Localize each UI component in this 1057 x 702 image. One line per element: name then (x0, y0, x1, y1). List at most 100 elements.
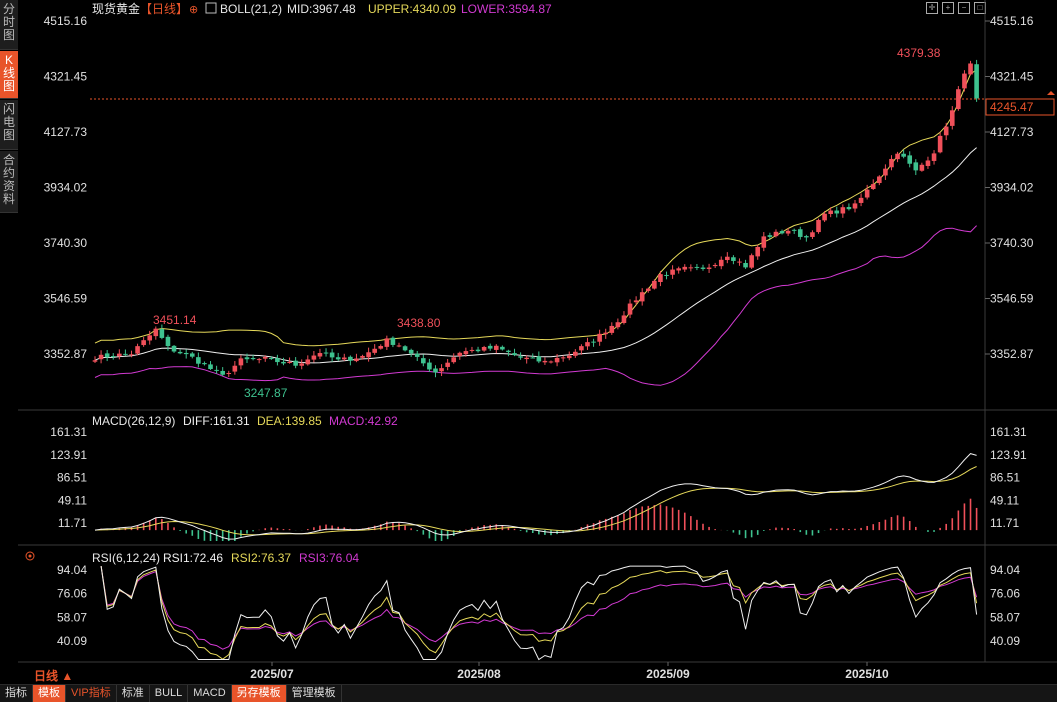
rsi-axis: 94.04 94.04 76.06 76.06 58.07 58.07 40.09 40.09 (57, 563, 1020, 648)
annotation-high-1: 3451.14 (153, 313, 197, 327)
candle-body (633, 300, 639, 303)
x-tick-label: 2025/10 (845, 667, 889, 681)
candle-body (682, 266, 688, 270)
candle-body (609, 325, 615, 333)
candle-body (196, 357, 201, 364)
candle-body (858, 197, 864, 203)
candle-body (123, 353, 128, 355)
tab-timeshare[interactable]: 分时图 (0, 0, 18, 50)
candle-body (293, 360, 298, 366)
candle-body (384, 338, 390, 347)
candle-body (712, 264, 718, 267)
candle-body (524, 357, 529, 360)
candle-body (554, 357, 560, 363)
boll-mid-label: MID:3967.48 (287, 2, 356, 16)
rsi-label: RSI(6,12,24) (92, 551, 160, 565)
macd-tick-label-left: 123.91 (50, 448, 87, 462)
candle-body (141, 340, 146, 346)
candle-body (104, 353, 110, 358)
tab-contract-info[interactable]: 合约资料 (0, 151, 18, 213)
candle-body (129, 354, 134, 356)
candle-body (451, 357, 457, 363)
tab-flash[interactable]: 闪电图 (0, 100, 18, 150)
tab-kline[interactable]: K线图 (0, 51, 18, 99)
candle-body (889, 158, 894, 168)
candle-body (500, 346, 505, 350)
candle-body (901, 153, 906, 157)
candle-body (98, 354, 104, 360)
x-tick-label: 2025/09 (646, 667, 690, 681)
macd-tick-label: 161.31 (990, 425, 1027, 439)
candle-body (329, 352, 335, 358)
rsi-settings-icon[interactable] (25, 551, 35, 561)
candle-body (445, 362, 450, 367)
candle-body (439, 368, 444, 372)
indicator-settings-icon[interactable] (205, 2, 217, 14)
candle-body (725, 256, 730, 261)
zoom-out-icon[interactable]: − (958, 2, 970, 14)
candle-body (731, 257, 736, 261)
candle-body (493, 345, 499, 350)
candle-body (287, 361, 292, 363)
candle-body (275, 358, 280, 363)
candle-body (560, 357, 566, 359)
manage-template-button[interactable]: 管理模板 (287, 685, 342, 702)
rsi-tick-label-left: 76.06 (57, 587, 87, 601)
rsi-tick-label: 58.07 (990, 610, 1020, 624)
candle-body (828, 210, 833, 214)
candle-body (475, 349, 481, 352)
chart-svg: 现货黄金 【日线】 ⊕ BOLL(21,2) MID:3967.48 UPPER… (18, 0, 1057, 681)
candle-body (846, 207, 852, 210)
candle-body (421, 358, 426, 364)
period-selector[interactable]: 日线 ▲ (34, 669, 74, 683)
candle-body (244, 357, 250, 360)
plus-circle-icon[interactable]: ⊕ (189, 4, 198, 16)
current-price-label: 4245.47 (990, 100, 1034, 114)
indicator-button[interactable]: 指标 (0, 685, 33, 702)
macd-tick-label: 11.71 (990, 516, 1019, 530)
candle-body (591, 341, 596, 343)
candle-body (147, 335, 153, 341)
standard-button[interactable]: 标准 (117, 685, 150, 702)
candle-body (262, 356, 268, 359)
macd-tick-label: 49.11 (990, 493, 1019, 507)
rsi1-label: RSI1:72.46 (163, 551, 223, 565)
rsi-tick-label-left: 58.07 (57, 610, 87, 624)
candle-body (688, 267, 694, 269)
save-template-button[interactable]: 另存模板 (231, 685, 287, 702)
zoom-in-icon[interactable]: + (942, 2, 954, 14)
macd-diff-label: DIFF:161.31 (183, 414, 250, 428)
candle-body (153, 328, 159, 337)
price-marker-icon (1047, 91, 1055, 95)
candle-body (603, 332, 609, 335)
macd-diff-line (94, 453, 977, 540)
candle-body (354, 358, 359, 362)
candle-body (791, 229, 797, 231)
price-tick-label: 3934.02 (990, 180, 1034, 194)
candle-body (907, 155, 913, 164)
candle-body (566, 355, 572, 359)
candle-body (664, 274, 669, 276)
boll-lower-line (94, 225, 977, 386)
candle-body (931, 153, 937, 161)
macd-label: MACD(26,12,9) (92, 414, 175, 428)
candle-body (658, 274, 663, 282)
candle-body (925, 160, 931, 166)
candle-body (913, 162, 919, 171)
macd-button[interactable]: MACD (188, 685, 232, 702)
candle-body (919, 164, 925, 171)
rsi-tick-label-left: 40.09 (57, 634, 87, 648)
candle-body (585, 342, 590, 347)
candle-body (238, 358, 244, 366)
macd-tick-label-left: 86.51 (57, 471, 87, 485)
template-button[interactable]: 模板 (33, 685, 66, 702)
bull-button[interactable]: BULL (150, 685, 189, 702)
candle-body (785, 230, 791, 234)
candle-body (767, 235, 773, 237)
candle-body (870, 184, 876, 189)
vip-indicator-button[interactable]: VIP指标 (66, 685, 117, 702)
boll-bands (94, 69, 977, 386)
candle-body (117, 353, 122, 357)
crosshair-icon[interactable]: ✛ (926, 2, 938, 14)
candle-body (864, 189, 870, 198)
